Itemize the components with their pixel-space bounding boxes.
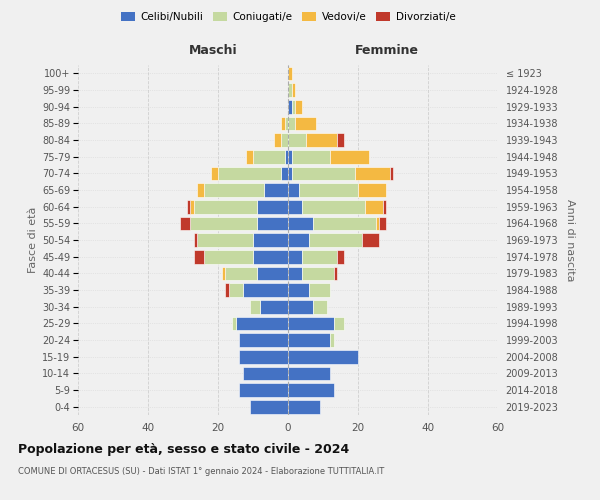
- Bar: [253, 150, 284, 164]
- Bar: [288, 300, 313, 314]
- Bar: [309, 233, 361, 247]
- Bar: [242, 283, 288, 297]
- Bar: [190, 216, 257, 230]
- Bar: [235, 316, 288, 330]
- Bar: [225, 283, 229, 297]
- Bar: [204, 183, 263, 197]
- Bar: [288, 366, 330, 380]
- Bar: [246, 150, 253, 164]
- Bar: [309, 283, 330, 297]
- Bar: [257, 216, 288, 230]
- Bar: [355, 166, 389, 180]
- Bar: [274, 133, 281, 147]
- Bar: [257, 200, 288, 213]
- Legend: Celibi/Nubili, Coniugati/e, Vedovi/e, Divorziati/e: Celibi/Nubili, Coniugati/e, Vedovi/e, Di…: [116, 8, 460, 26]
- Bar: [337, 133, 344, 147]
- Bar: [313, 216, 376, 230]
- Bar: [239, 383, 288, 397]
- Bar: [365, 200, 383, 213]
- Bar: [288, 383, 334, 397]
- Bar: [288, 266, 302, 280]
- Bar: [288, 116, 295, 130]
- Bar: [257, 266, 288, 280]
- Bar: [292, 150, 330, 164]
- Bar: [288, 400, 320, 413]
- Bar: [187, 200, 190, 213]
- Bar: [299, 183, 358, 197]
- Bar: [242, 366, 288, 380]
- Bar: [193, 250, 204, 264]
- Bar: [305, 133, 337, 147]
- Bar: [288, 83, 292, 97]
- Bar: [288, 316, 334, 330]
- Bar: [193, 200, 257, 213]
- Bar: [239, 350, 288, 364]
- Bar: [288, 250, 302, 264]
- Text: Maschi: Maschi: [188, 44, 238, 58]
- Bar: [281, 133, 288, 147]
- Bar: [288, 150, 292, 164]
- Bar: [376, 216, 379, 230]
- Bar: [313, 300, 326, 314]
- Bar: [334, 266, 337, 280]
- Bar: [302, 250, 337, 264]
- Bar: [197, 233, 253, 247]
- Bar: [288, 216, 313, 230]
- Bar: [302, 200, 365, 213]
- Bar: [232, 316, 235, 330]
- Bar: [284, 150, 288, 164]
- Bar: [288, 200, 302, 213]
- Bar: [302, 266, 334, 280]
- Bar: [330, 333, 334, 347]
- Bar: [281, 166, 288, 180]
- Bar: [379, 216, 386, 230]
- Text: COMUNE DI ORTACESUS (SU) - Dati ISTAT 1° gennaio 2024 - Elaborazione TUTTITALIA.: COMUNE DI ORTACESUS (SU) - Dati ISTAT 1°…: [18, 468, 384, 476]
- Y-axis label: Fasce di età: Fasce di età: [28, 207, 38, 273]
- Bar: [239, 333, 288, 347]
- Bar: [211, 166, 218, 180]
- Bar: [193, 233, 197, 247]
- Bar: [253, 233, 288, 247]
- Bar: [260, 300, 288, 314]
- Bar: [225, 266, 257, 280]
- Bar: [295, 100, 302, 114]
- Bar: [221, 266, 225, 280]
- Bar: [288, 66, 292, 80]
- Bar: [361, 233, 379, 247]
- Bar: [179, 216, 190, 230]
- Bar: [218, 166, 281, 180]
- Bar: [263, 183, 288, 197]
- Bar: [383, 200, 386, 213]
- Bar: [295, 116, 316, 130]
- Text: Femmine: Femmine: [355, 44, 419, 58]
- Bar: [250, 400, 288, 413]
- Bar: [288, 166, 292, 180]
- Bar: [330, 150, 368, 164]
- Bar: [288, 133, 305, 147]
- Bar: [284, 116, 288, 130]
- Bar: [288, 183, 299, 197]
- Bar: [253, 250, 288, 264]
- Bar: [288, 333, 330, 347]
- Bar: [288, 350, 358, 364]
- Bar: [389, 166, 393, 180]
- Bar: [250, 300, 260, 314]
- Bar: [281, 116, 284, 130]
- Bar: [292, 100, 295, 114]
- Bar: [292, 166, 355, 180]
- Bar: [334, 316, 344, 330]
- Text: Popolazione per età, sesso e stato civile - 2024: Popolazione per età, sesso e stato civil…: [18, 442, 349, 456]
- Bar: [337, 250, 344, 264]
- Bar: [197, 183, 204, 197]
- Bar: [229, 283, 242, 297]
- Y-axis label: Anni di nascita: Anni di nascita: [565, 198, 575, 281]
- Bar: [204, 250, 253, 264]
- Bar: [292, 83, 295, 97]
- Bar: [190, 200, 193, 213]
- Bar: [288, 283, 309, 297]
- Bar: [358, 183, 386, 197]
- Bar: [288, 233, 309, 247]
- Bar: [288, 100, 292, 114]
